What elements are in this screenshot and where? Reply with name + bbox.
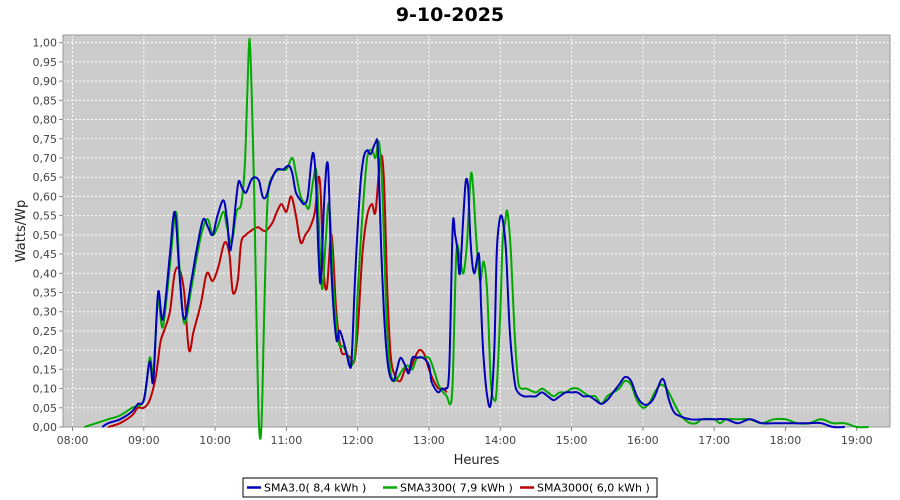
y-tick-label: 0,35 (33, 286, 58, 299)
y-tick-label: 0,80 (33, 114, 58, 127)
x-tick-label: 12:00 (342, 434, 374, 447)
axes: 0,00 0,05 0,10 0,15 0,20 0,25 0,30 0,35 0,40 0,45… (33, 34, 891, 447)
y-tick-label: 0,65 (33, 171, 58, 184)
x-tick-label: 08:00 (57, 434, 89, 447)
x-tick-label: 10:00 (199, 434, 231, 447)
legend-label: SMA3000( 6,0 kWh ) (537, 482, 650, 495)
plot-border (62, 34, 891, 428)
series-line-1 (84, 37, 869, 440)
y-tick-label: 0,10 (33, 383, 58, 396)
y-axis-label: Watts/Wp (14, 200, 29, 262)
x-tick-label: 11:00 (271, 434, 303, 447)
x-tick-label: 09:00 (128, 434, 160, 447)
series-line-0 (101, 138, 845, 429)
y-tick-label: 0,45 (33, 248, 58, 261)
chart-title: 9-10-2025 (396, 4, 504, 26)
x-tick-label: 13:00 (413, 434, 445, 447)
y-tick-label: 0,85 (33, 94, 58, 107)
x-tick-label: 14:00 (484, 434, 516, 447)
x-tick-label: 15:00 (556, 434, 588, 447)
x-tick-label: 17:00 (698, 434, 730, 447)
x-tick-label: 18:00 (770, 434, 802, 447)
y-tick-label: 0,05 (33, 402, 58, 415)
y-tick-label: 0,90 (33, 75, 58, 88)
y-tick-label: 0,70 (33, 152, 58, 165)
y-tick-label: 0,20 (33, 344, 58, 357)
y-tick-label: 0,30 (33, 306, 58, 319)
y-tick-label: 0,55 (33, 210, 58, 223)
legend-box (242, 477, 658, 498)
legend-label: SMA3300( 7,9 kWh ) (400, 482, 513, 495)
x-axis-label: Heures (454, 453, 500, 468)
y-tick-label: 0,00 (33, 421, 58, 434)
y-tick-label: 0,75 (33, 133, 58, 146)
x-tick-label: 16:00 (627, 434, 659, 447)
series-line-2 (107, 154, 448, 428)
legend-label: SMA3.0( 8,4 kWh ) (264, 482, 366, 495)
y-tick-label: 0,60 (33, 190, 58, 203)
legend: SMA3.0( 8,4 kWh ) SMA3300( 7,9 kWh ) SMA30… (242, 477, 658, 498)
y-tick-label: 0,15 (33, 363, 58, 376)
x-tick-label: 19:00 (841, 434, 873, 447)
y-tick-label: 0,25 (33, 325, 58, 338)
y-tick-label: 1,00 (33, 37, 58, 50)
y-tick-label: 0,40 (33, 267, 58, 280)
series-group (84, 37, 869, 440)
y-tick-label: 0,95 (33, 56, 58, 69)
y-tick-label: 0,50 (33, 229, 58, 242)
